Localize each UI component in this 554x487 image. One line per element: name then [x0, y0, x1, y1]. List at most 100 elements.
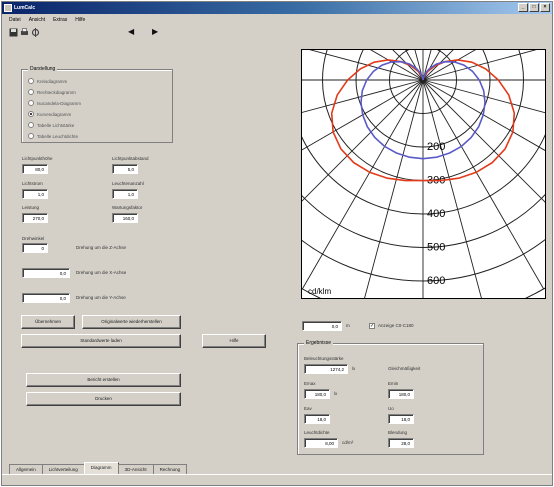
result-3-label: Emax — [304, 381, 316, 386]
polar-unit-label: cd/klm — [308, 287, 331, 296]
param-e-field[interactable]: 270,0 — [22, 213, 48, 223]
rotation-x-field[interactable]: 0,0 — [22, 268, 70, 278]
tab-diagram[interactable]: Diagramm — [83, 462, 119, 474]
result-1-label: Beleuchtungsstärke — [304, 356, 344, 361]
plot-height-unit: m — [346, 323, 350, 328]
rotation-z-field[interactable]: 0 — [22, 243, 48, 253]
menu-item-file[interactable]: Datei — [9, 17, 21, 23]
menu-item-help[interactable]: Hilfe — [75, 17, 86, 23]
rotation-y-label: Drehung um die Y-Achse — [76, 295, 126, 300]
polar-spoke — [422, 79, 554, 116]
plot-height-field[interactable]: 0,0 — [302, 321, 342, 331]
load-defaults-button[interactable]: Standardwerte laden — [21, 334, 181, 348]
radio-dot-selected — [28, 111, 34, 117]
results-group: Ergebnisse Beleuchtungsstärke 1274,2 lx … — [297, 340, 484, 455]
tab-bar: Allgemein Lichtverteilung Diagramm 3D-An… — [4, 461, 552, 474]
print-button[interactable]: Drucken — [26, 392, 181, 406]
menu-item-extras[interactable]: Extras — [53, 17, 68, 23]
show-curve-checkbox[interactable]: ✓ — [369, 323, 375, 329]
result-2-label: Gleichmäßigkeit — [388, 366, 421, 371]
radio-dot — [28, 89, 34, 95]
param-d-field[interactable]: 1,0 — [112, 189, 138, 199]
polar-spoke — [342, 0, 424, 81]
rotation-y-field[interactable]: 0,0 — [22, 293, 70, 303]
radio-option-1-label: Kreisdiagramm — [37, 78, 68, 84]
status-bar — [2, 474, 552, 486]
radio-dot — [28, 122, 34, 128]
param-c-field[interactable]: 1,0 — [22, 189, 48, 199]
param-c-label: Lichtstrom — [22, 181, 43, 186]
radio-dot — [28, 133, 34, 139]
polar-spoke — [422, 79, 544, 290]
polar-spoke — [302, 79, 424, 290]
param-b-label: Lichtpunktabstand — [112, 156, 149, 161]
polar-diagram[interactable]: 200 300 400 500 600 cd/klm — [181, 0, 554, 322]
arrow-left-icon[interactable]: ◀ — [128, 27, 135, 36]
tab-3d-view[interactable]: 3D-Ansicht — [117, 464, 154, 474]
result-8-label: Blendung — [388, 430, 408, 435]
radio-option-5[interactable]: Tabelle Lichtstärke — [28, 122, 74, 128]
display-options-label: Darstellung — [28, 66, 58, 72]
polar-spoke — [422, 44, 554, 81]
result-3-unit: lx — [334, 391, 338, 396]
restore-original-button[interactable]: Originalwerte wiederherstellen — [82, 315, 181, 329]
settings-icon[interactable] — [31, 28, 40, 37]
result-4-label: Emin — [388, 381, 399, 386]
radio-option-3[interactable]: Isocandela-Diagramm — [28, 100, 81, 106]
result-3-field: 180,0 — [304, 389, 330, 399]
result-8-field: 28,0 — [388, 438, 414, 448]
close-button[interactable]: × — [540, 3, 550, 12]
polar-ring — [181, 0, 554, 322]
window-title: LumCalc — [14, 5, 36, 11]
minimize-button[interactable]: _ — [518, 3, 528, 12]
polar-spoke — [422, 79, 486, 314]
print-icon[interactable] — [20, 28, 29, 37]
polar-spoke — [189, 17, 424, 81]
radio-option-1[interactable]: Kreisdiagramm — [28, 78, 67, 84]
help-button[interactable]: Hilfe — [202, 334, 266, 348]
tab-calculation[interactable]: Rechnung — [152, 464, 188, 474]
radio-option-2-label: Rechteckdiagramm — [37, 89, 76, 95]
polar-spoke — [422, 79, 554, 212]
menu-item-view[interactable]: Ansicht — [28, 17, 46, 23]
save-icon[interactable] — [9, 28, 18, 37]
create-report-button[interactable]: Bericht erstellen — [26, 373, 181, 387]
toolbar: ◀ ▶ — [2, 25, 552, 39]
result-4-field: 180,0 — [388, 389, 414, 399]
polar-spoke — [360, 79, 424, 314]
apply-button[interactable]: Übernehmen — [21, 315, 75, 329]
rotation-label: Drehwinkel — [22, 236, 45, 241]
display-options-group: Darstellung Kreisdiagramm Rechteckdiagra… — [21, 66, 173, 143]
param-d-label: Leuchtenanzahl — [112, 181, 144, 186]
radio-option-2[interactable]: Rechteckdiagramm — [28, 89, 76, 95]
param-b-field[interactable]: 5,0 — [112, 164, 138, 174]
radio-dot — [28, 78, 34, 84]
polar-curve-2 — [360, 60, 486, 160]
polar-ring-label: 500 — [427, 242, 445, 254]
results-label: Ergebnisse — [304, 340, 334, 346]
radio-dot — [28, 100, 34, 106]
menu-bar: Datei Ansicht Extras Hilfe — [2, 14, 552, 25]
result-6-label: Uo — [388, 406, 394, 411]
polar-ring-label: 400 — [427, 208, 445, 220]
radio-option-6[interactable]: Tabelle Leuchtdichte — [28, 133, 78, 139]
tab-distribution[interactable]: Lichtverteilung — [41, 464, 85, 474]
radio-option-6-label: Tabelle Leuchtdichte — [37, 133, 79, 139]
tab-general[interactable]: Allgemein — [9, 464, 43, 474]
rotation-x-label: Drehung um die X-Achse — [76, 270, 127, 275]
polar-spoke — [422, 0, 504, 81]
radio-option-4-label: Kurvendiagramm — [37, 111, 72, 117]
radio-option-5-label: Tabelle Lichtstärke — [37, 122, 75, 128]
maximize-button[interactable]: □ — [529, 3, 539, 12]
param-f-label: Wartungsfaktor — [112, 205, 143, 210]
result-5-field: 18,0 — [304, 414, 330, 424]
result-7-field: 8,00 — [304, 438, 338, 448]
arrow-right-icon[interactable]: ▶ — [152, 27, 159, 36]
polar-spoke — [422, 79, 554, 157]
param-f-field[interactable]: 160,0 — [112, 213, 138, 223]
radio-option-4[interactable]: Kurvendiagramm — [28, 111, 71, 117]
result-1-unit: lx — [352, 366, 356, 371]
param-a-field[interactable]: 80,0 — [22, 164, 48, 174]
